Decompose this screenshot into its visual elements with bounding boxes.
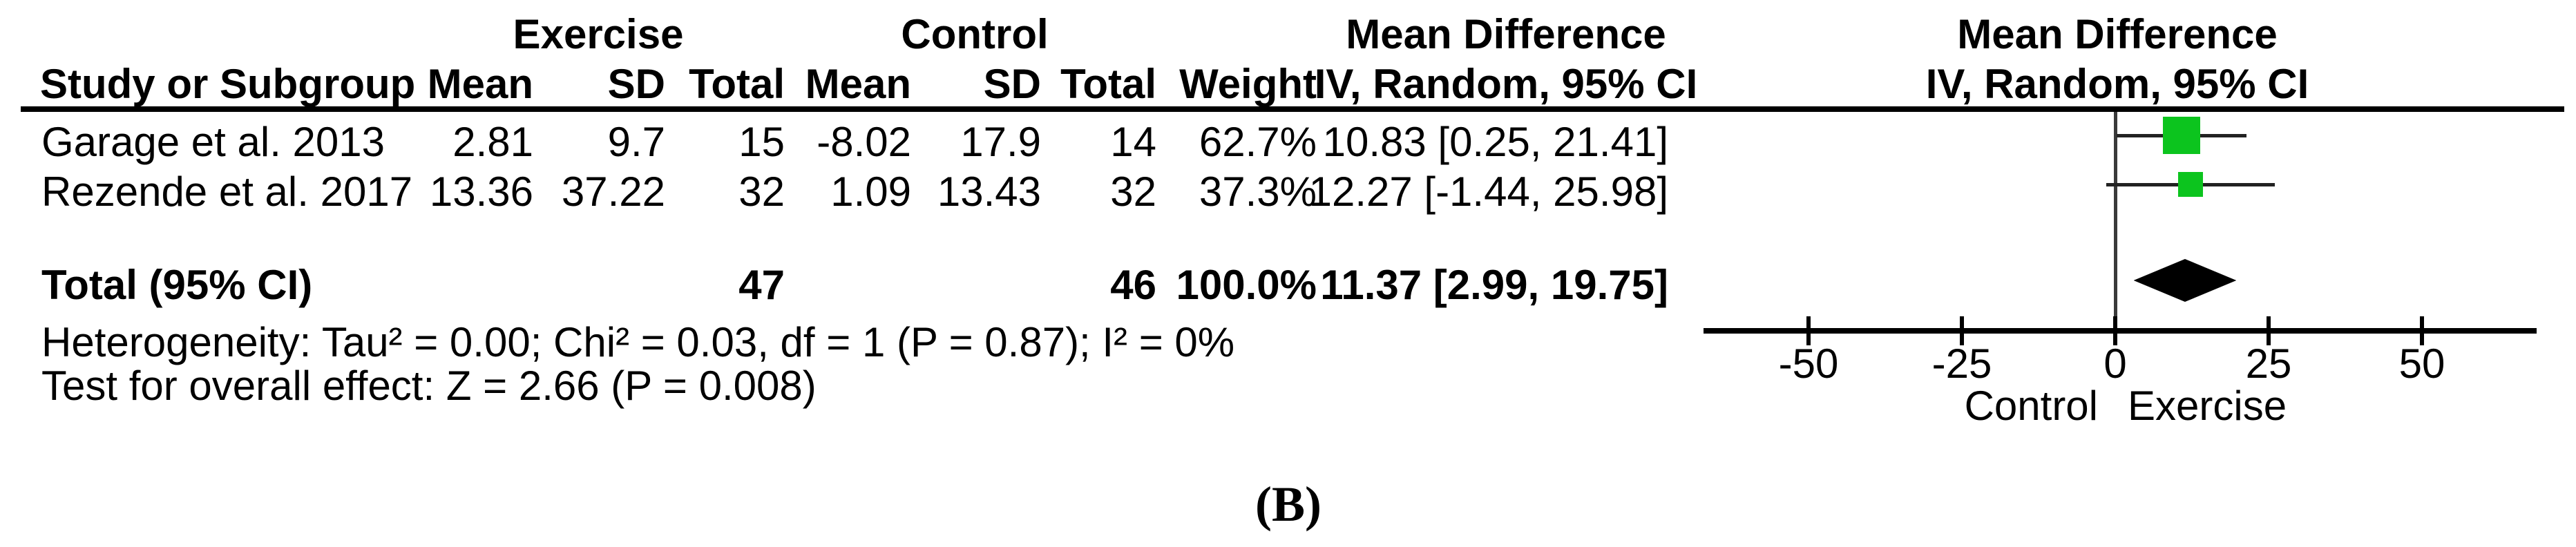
x-axis-tick-label: 25 bbox=[2245, 340, 2292, 387]
x-axis-tick bbox=[1960, 316, 1964, 345]
study-label: Garage et al. 2013 bbox=[41, 119, 385, 165]
panel-label: (B) bbox=[1255, 477, 1322, 532]
column-header-study: Study or Subgroup bbox=[40, 61, 416, 107]
overall-effect-text: Test for overall effect: Z = 2.66 (P = 0… bbox=[41, 363, 817, 409]
group-header-mean-difference: Mean Difference bbox=[1346, 11, 1666, 57]
column-header-iv-ci-left: IV, Random, 95% CI bbox=[1314, 61, 1698, 107]
x-axis-line bbox=[1704, 328, 2537, 334]
effect-square bbox=[2163, 117, 2201, 154]
x-axis-tick bbox=[2113, 316, 2117, 345]
weight-value: 62.7% bbox=[1199, 119, 1317, 165]
mean-exercise: 2.81 bbox=[452, 119, 533, 165]
x-axis-tick-label: 50 bbox=[2398, 340, 2445, 387]
effect-square bbox=[2177, 172, 2203, 197]
axis-label-control: Control bbox=[1964, 383, 2098, 429]
column-header-total-control: Total bbox=[1060, 61, 1156, 107]
column-header-mean-exercise: Mean bbox=[427, 61, 533, 107]
total-n-exercise: 47 bbox=[738, 262, 785, 308]
column-header-sd-control: SD bbox=[983, 61, 1041, 107]
sd-control: 13.43 bbox=[937, 169, 1041, 215]
zero-line bbox=[2113, 112, 2117, 331]
sd-control: 17.9 bbox=[960, 119, 1041, 165]
group-header-control: Control bbox=[901, 11, 1049, 57]
pooled-diamond bbox=[2133, 259, 2237, 302]
mean-exercise: 13.36 bbox=[429, 169, 533, 215]
total-control: 14 bbox=[1110, 119, 1156, 165]
column-header-sd-exercise: SD bbox=[607, 61, 665, 107]
total-n-control: 46 bbox=[1110, 262, 1156, 308]
x-axis-tick bbox=[2420, 316, 2424, 345]
x-axis-tick bbox=[2267, 316, 2271, 345]
total-label: Total (95% CI) bbox=[41, 262, 313, 308]
plot-header-mean-difference: Mean Difference bbox=[1957, 11, 2278, 57]
column-header-total-exercise: Total bbox=[689, 61, 785, 107]
x-axis-tick-label: -25 bbox=[1931, 340, 1992, 387]
ci-text: 10.83 [0.25, 21.41] bbox=[1322, 119, 1668, 165]
sd-exercise: 37.22 bbox=[561, 169, 665, 215]
column-header-mean-control: Mean bbox=[805, 61, 911, 107]
total-ci-text: 11.37 [2.99, 19.75] bbox=[1320, 262, 1668, 308]
header-divider-line bbox=[21, 106, 2564, 112]
total-weight: 100.0% bbox=[1176, 262, 1317, 308]
mean-control: 1.09 bbox=[830, 169, 911, 215]
x-axis-tick bbox=[1806, 316, 1811, 345]
column-header-weight: Weight bbox=[1179, 61, 1317, 107]
mean-control: -8.02 bbox=[817, 119, 911, 165]
ci-text: 12.27 [-1.44, 25.98] bbox=[1308, 169, 1668, 215]
total-exercise: 15 bbox=[738, 119, 785, 165]
x-axis-tick-label: -50 bbox=[1778, 340, 1839, 387]
group-header-exercise: Exercise bbox=[513, 11, 684, 57]
weight-value: 37.3% bbox=[1199, 169, 1317, 215]
axis-label-exercise: Exercise bbox=[2128, 383, 2287, 429]
sd-exercise: 9.7 bbox=[607, 119, 665, 165]
heterogeneity-text: Heterogeneity: Tau² = 0.00; Chi² = 0.03,… bbox=[41, 319, 1235, 365]
total-exercise: 32 bbox=[738, 169, 785, 215]
x-axis-tick-label: 0 bbox=[2103, 340, 2127, 387]
total-control: 32 bbox=[1110, 169, 1156, 215]
study-label: Rezende et al. 2017 bbox=[41, 169, 413, 215]
plot-header-iv-ci: IV, Random, 95% CI bbox=[1925, 61, 2309, 107]
